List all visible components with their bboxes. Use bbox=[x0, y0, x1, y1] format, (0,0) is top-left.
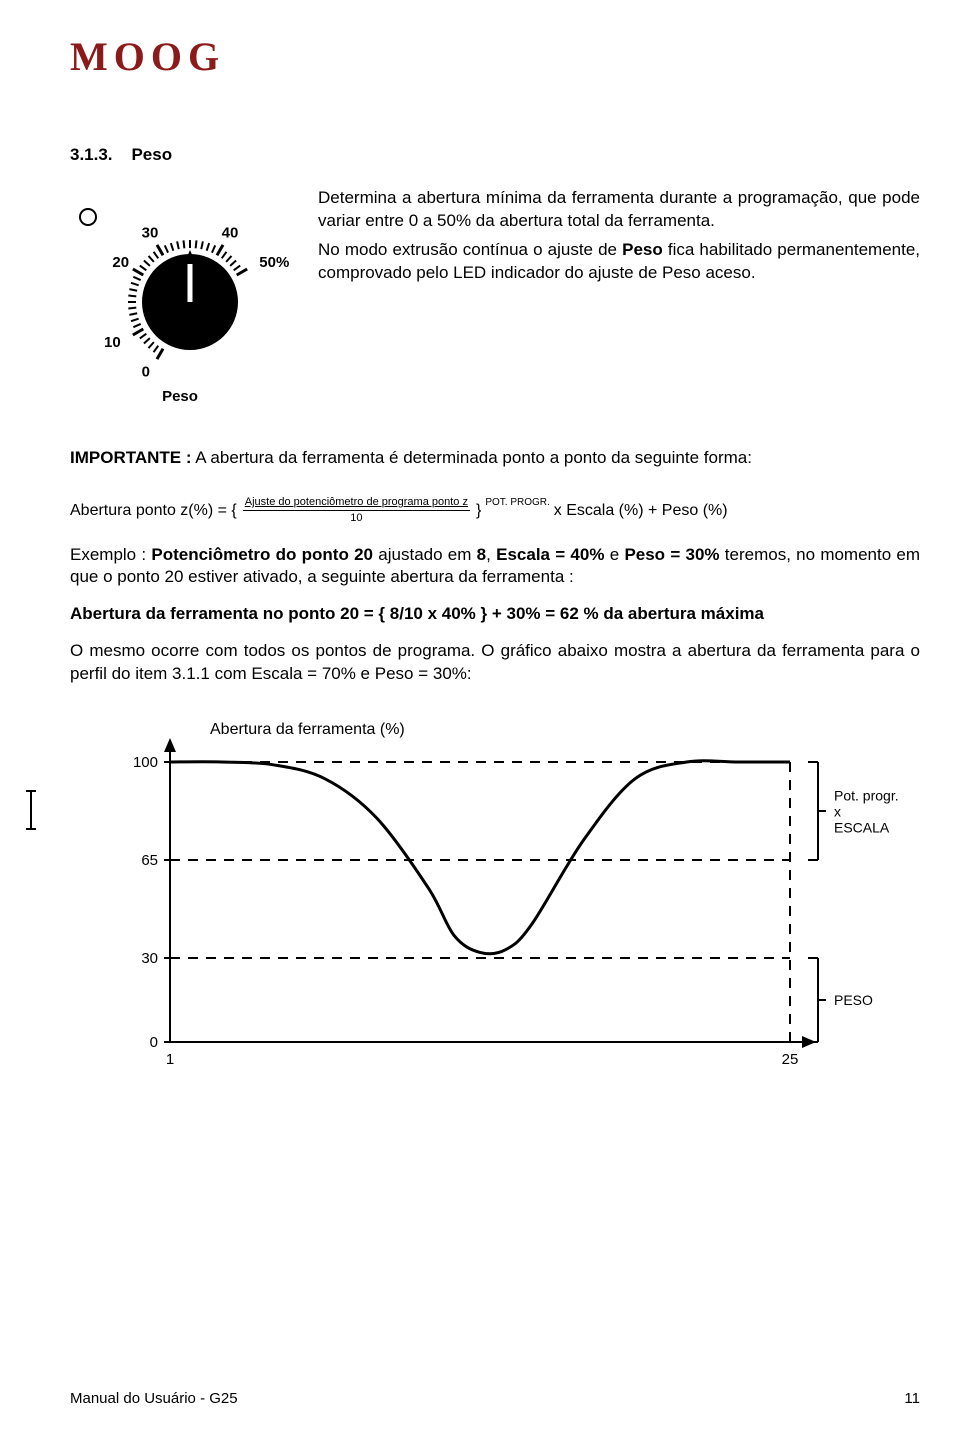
formula-rhs: x Escala (%) + Peso (%) bbox=[554, 500, 728, 522]
tool-opening-chart: Abertura da ferramenta (%) 100 65 30 01 25 Pot… bbox=[100, 712, 920, 1099]
intro-p2: No modo extrusão contínua o ajuste de Pe… bbox=[318, 239, 920, 285]
closing-paragraph: O mesmo ocorre com todos os pontos de pr… bbox=[70, 640, 920, 686]
formula-fraction: Ajuste do potenciômetro de programa pont… bbox=[243, 496, 470, 525]
example-line: Exemplo : Potenciômetro do ponto 20 ajus… bbox=[70, 544, 920, 590]
formula-mid: } bbox=[476, 500, 481, 522]
brand-logo: MOOG bbox=[70, 30, 920, 84]
svg-text:65: 65 bbox=[141, 852, 158, 869]
svg-text:PESO: PESO bbox=[834, 992, 873, 1008]
footer-right: 11 bbox=[904, 1389, 920, 1409]
dial-icon: 0 10 20 30 40 50% bbox=[70, 187, 290, 377]
intro-block: 0 10 20 30 40 50% Peso Determina a abertura m… bbox=[70, 187, 920, 407]
svg-text:Abertura da ferramenta (%): Abertura da ferramenta (%) bbox=[210, 721, 405, 738]
svg-text:20: 20 bbox=[112, 254, 129, 271]
svg-text:0: 0 bbox=[150, 1034, 158, 1051]
formula-lhs: Abertura ponto z(%) = { bbox=[70, 500, 237, 522]
section-number: 3.1.3. bbox=[70, 145, 113, 164]
page-footer: Manual do Usuário - G25 11 bbox=[70, 1389, 920, 1409]
footer-left: Manual do Usuário - G25 bbox=[70, 1389, 238, 1409]
brand-logo-text: MOOG bbox=[70, 30, 225, 84]
chart-svg: Abertura da ferramenta (%) 100 65 30 01 25 Pot… bbox=[100, 712, 920, 1092]
formula-sup: POT. PROGR. bbox=[485, 496, 549, 510]
svg-text:Pot. progr.: Pot. progr. bbox=[834, 788, 899, 804]
intro-p1: Determina a abertura mínima da ferrament… bbox=[318, 187, 920, 233]
section-heading: 3.1.3. Peso bbox=[70, 144, 920, 167]
svg-text:30: 30 bbox=[142, 225, 159, 242]
formula: Abertura ponto z(%) = { Ajuste do potenc… bbox=[70, 496, 920, 525]
svg-text:x: x bbox=[834, 804, 841, 820]
section-title-text: Peso bbox=[131, 145, 172, 164]
svg-text:40: 40 bbox=[222, 225, 239, 242]
svg-text:0: 0 bbox=[142, 363, 150, 377]
intro-text: Determina a abertura mínima da ferrament… bbox=[318, 187, 920, 291]
dial-caption: Peso bbox=[162, 387, 198, 407]
result-line: Abertura da ferramenta no ponto 20 = { 8… bbox=[70, 603, 920, 626]
important-line: IMPORTANTE : A abertura da ferramenta é … bbox=[70, 447, 920, 470]
margin-mark-icon bbox=[30, 790, 32, 830]
important-label: IMPORTANTE : bbox=[70, 448, 192, 467]
svg-text:25: 25 bbox=[782, 1051, 799, 1068]
svg-text:ESCALA: ESCALA bbox=[834, 820, 890, 836]
svg-text:1: 1 bbox=[166, 1051, 174, 1068]
svg-text:100: 100 bbox=[133, 754, 158, 771]
svg-text:10: 10 bbox=[104, 334, 121, 351]
svg-text:50%: 50% bbox=[259, 254, 289, 271]
dial-figure: 0 10 20 30 40 50% Peso bbox=[70, 187, 290, 407]
svg-text:30: 30 bbox=[141, 950, 158, 967]
important-text: A abertura da ferramenta é determinada p… bbox=[192, 448, 752, 467]
